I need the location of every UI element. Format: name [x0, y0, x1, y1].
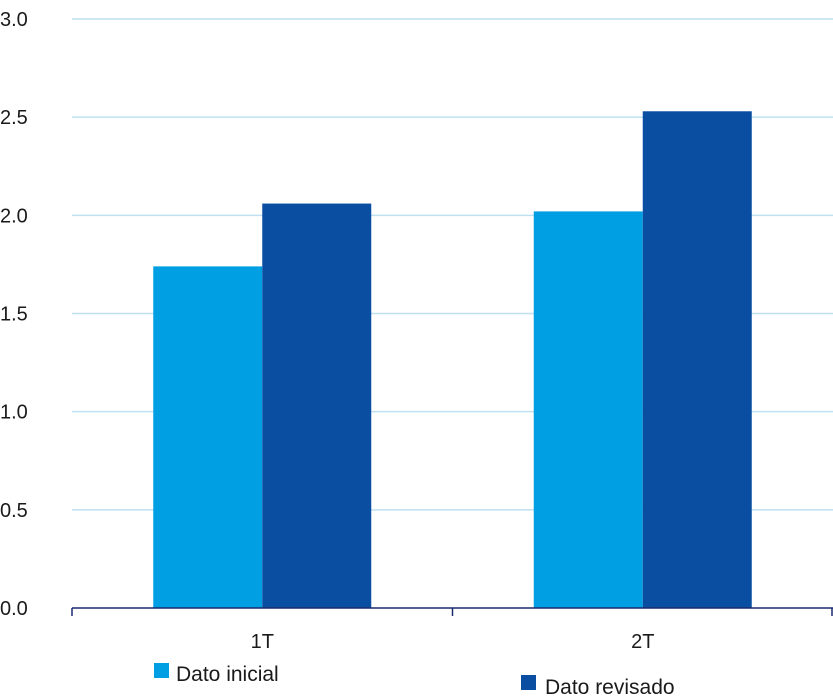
- legend-swatch-dato-inicial: [154, 663, 169, 678]
- y-tick-label: 0.5: [0, 500, 28, 522]
- legend: Dato inicial Dato revisado: [154, 663, 675, 696]
- y-tick-label: 1.5: [0, 304, 28, 326]
- y-tick-label: 3.0: [0, 9, 28, 31]
- bar-dato-inicial-2t: [533, 211, 643, 608]
- x-tick-label: 1T: [251, 631, 274, 653]
- y-tick-label: 2.0: [0, 205, 28, 227]
- x-axis-tick-labels: 1T 2T: [251, 631, 655, 653]
- y-tick-label: 1.0: [0, 402, 28, 424]
- x-tick-label: 2T: [631, 631, 654, 653]
- y-tick-label: 2.5: [0, 107, 28, 129]
- legend-label-dato-inicial: Dato inicial: [176, 663, 279, 686]
- legend-label-dato-revisado: Dato revisado: [545, 676, 675, 696]
- x-axis: [71, 607, 833, 616]
- y-axis-tick-labels: 0.0 0.5 1.0 1.5 2.0 2.5 3.0: [0, 9, 28, 620]
- bar-dato-revisado-2t: [642, 111, 752, 608]
- y-tick-label: 0.0: [0, 598, 28, 620]
- bars: [153, 111, 752, 608]
- bar-dato-revisado-1t: [262, 203, 372, 608]
- bar-dato-inicial-1t: [153, 266, 263, 608]
- legend-swatch-dato-revisado: [521, 675, 536, 690]
